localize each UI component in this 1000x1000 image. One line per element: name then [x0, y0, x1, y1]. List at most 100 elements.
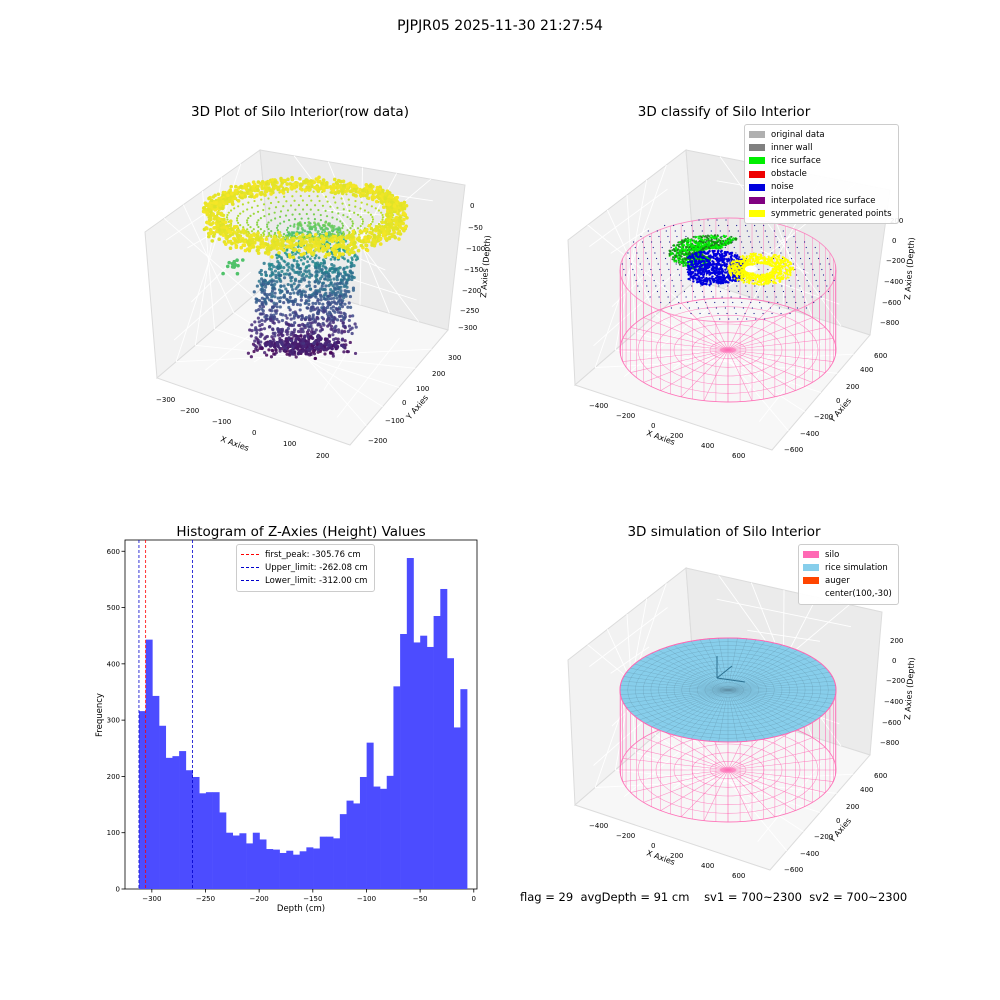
scatter-point — [665, 290, 668, 293]
scatter-point — [630, 263, 632, 265]
scatter-point — [236, 263, 240, 268]
scatter-point — [270, 279, 274, 284]
scatter-point — [352, 264, 356, 268]
scatter-point — [638, 290, 641, 293]
scatter-point — [293, 270, 297, 274]
scatter-point — [324, 284, 328, 288]
scatter-point — [273, 282, 277, 286]
wireframe-line — [727, 349, 753, 401]
scatter-point — [255, 337, 259, 341]
scatter-point — [300, 274, 304, 278]
scatter-point — [719, 318, 721, 320]
scatter-point — [297, 267, 302, 271]
scatter-point — [259, 216, 262, 220]
scatter-point — [347, 290, 351, 294]
scatter-point — [759, 301, 761, 304]
scatter-point — [678, 243, 681, 246]
scatter-point — [272, 301, 276, 305]
scatter-point — [348, 314, 352, 318]
scatter-point — [279, 210, 283, 213]
scatter-point — [350, 277, 354, 282]
scatter-point — [711, 242, 714, 245]
scatter-point — [691, 276, 694, 279]
scatter-point — [340, 338, 344, 342]
scatter-point — [361, 188, 365, 193]
scatter-point — [723, 250, 727, 254]
scatter-point — [273, 211, 276, 214]
scatter-point — [719, 290, 722, 293]
scatter-point — [695, 278, 698, 281]
scatter-point — [263, 230, 266, 233]
scatter-point — [320, 315, 324, 320]
scatter-point — [632, 268, 634, 271]
scatter-point — [692, 235, 695, 238]
scatter-point — [297, 248, 301, 253]
scatter-point — [708, 312, 710, 315]
scatter-point — [733, 253, 737, 257]
scatter-point — [276, 224, 279, 227]
scatter-point — [690, 312, 692, 315]
scatter-point — [336, 337, 340, 341]
scatter-point — [303, 188, 308, 193]
scatter-point — [312, 190, 315, 193]
scatter-point — [300, 182, 304, 187]
scatter-point — [828, 263, 830, 265]
scatter-point — [308, 287, 312, 291]
scatter-point — [730, 241, 733, 244]
scatter-point — [821, 268, 823, 271]
scatter-point — [293, 277, 298, 281]
scatter-point — [393, 235, 398, 240]
scatter-point — [277, 266, 282, 270]
scatter-point — [207, 208, 212, 212]
scatter-point — [289, 224, 292, 227]
scatter-point — [766, 296, 768, 298]
scatter-point — [216, 192, 221, 197]
scatter-point — [269, 317, 273, 321]
scatter-point — [303, 240, 308, 245]
scatter-point — [264, 335, 268, 339]
scatter-point — [805, 307, 808, 309]
scatter-point — [299, 314, 304, 318]
scatter-point — [784, 235, 786, 238]
scatter-point — [715, 307, 718, 309]
scatter-point — [692, 256, 695, 260]
scatter-point — [294, 355, 298, 359]
scatter-point — [320, 306, 324, 310]
panel1-xtick: 100 — [283, 440, 296, 448]
scatter-point — [314, 301, 318, 306]
scatter-point — [664, 224, 666, 227]
scatter-point — [316, 299, 320, 303]
scatter-point — [290, 323, 294, 328]
scatter-point — [250, 230, 254, 233]
scatter-point — [299, 298, 303, 302]
scatter-point — [691, 224, 693, 227]
scatter-point — [261, 282, 265, 286]
scatter-point — [378, 237, 382, 242]
scatter-point — [701, 281, 705, 284]
scatter-point — [714, 257, 717, 261]
scatter-point — [752, 279, 754, 282]
scatter-point — [378, 242, 383, 246]
scatter-point — [698, 237, 701, 240]
scatter-point — [275, 317, 279, 321]
scatter-point — [228, 246, 233, 251]
scatter-point — [318, 322, 322, 327]
scatter-point — [285, 297, 289, 301]
scatter-point — [311, 240, 316, 244]
scatter-point — [700, 248, 703, 251]
scatter-point — [240, 193, 244, 197]
scatter-point — [313, 356, 318, 361]
scatter-point — [282, 301, 286, 305]
scatter-point — [691, 264, 694, 267]
scatter-point — [728, 236, 731, 239]
scatter-point — [359, 215, 362, 219]
scatter-point — [340, 305, 345, 309]
scatter-point — [700, 244, 703, 247]
scatter-point — [323, 277, 327, 281]
scatter-point — [341, 239, 346, 244]
scatter-point — [645, 252, 647, 254]
scatter-point — [677, 268, 679, 271]
scatter-point — [788, 279, 790, 282]
scatter-point — [790, 257, 793, 260]
scatter-point — [364, 243, 369, 248]
